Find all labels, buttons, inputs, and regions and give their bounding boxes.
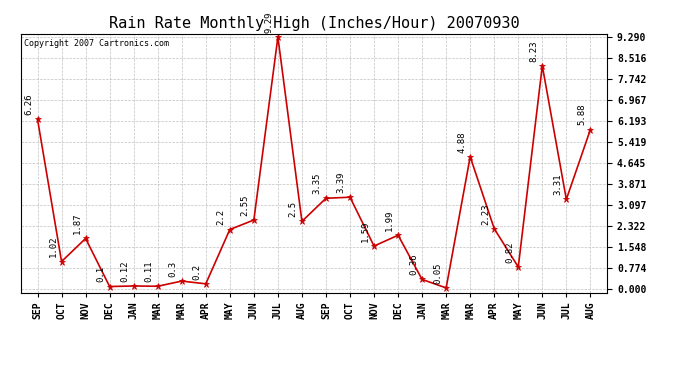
Text: Copyright 2007 Cartronics.com: Copyright 2007 Cartronics.com [23, 39, 168, 48]
Text: 1.02: 1.02 [48, 236, 57, 257]
Title: Rain Rate Monthly High (Inches/Hour) 20070930: Rain Rate Monthly High (Inches/Hour) 200… [108, 16, 520, 31]
Text: 0.82: 0.82 [505, 241, 514, 263]
Text: 0.1: 0.1 [97, 266, 106, 282]
Text: 0.2: 0.2 [193, 264, 201, 280]
Text: 2.23: 2.23 [481, 203, 490, 225]
Text: 4.88: 4.88 [457, 131, 466, 153]
Text: 3.39: 3.39 [337, 171, 346, 193]
Text: 5.88: 5.88 [578, 104, 586, 125]
Text: 3.35: 3.35 [313, 172, 322, 194]
Text: 0.05: 0.05 [433, 262, 442, 284]
Text: 1.59: 1.59 [361, 220, 370, 242]
Text: 0.11: 0.11 [144, 261, 154, 282]
Text: 2.5: 2.5 [288, 201, 298, 217]
Text: 1.87: 1.87 [72, 213, 81, 234]
Text: 9.29: 9.29 [265, 11, 274, 33]
Text: 6.26: 6.26 [24, 94, 33, 115]
Text: 2.55: 2.55 [241, 194, 250, 216]
Text: 0.3: 0.3 [168, 261, 177, 277]
Text: 8.23: 8.23 [529, 40, 538, 62]
Text: 0.12: 0.12 [121, 260, 130, 282]
Text: 3.31: 3.31 [553, 174, 562, 195]
Text: 0.36: 0.36 [409, 254, 418, 275]
Text: 2.2: 2.2 [217, 209, 226, 225]
Text: 1.99: 1.99 [385, 210, 394, 231]
